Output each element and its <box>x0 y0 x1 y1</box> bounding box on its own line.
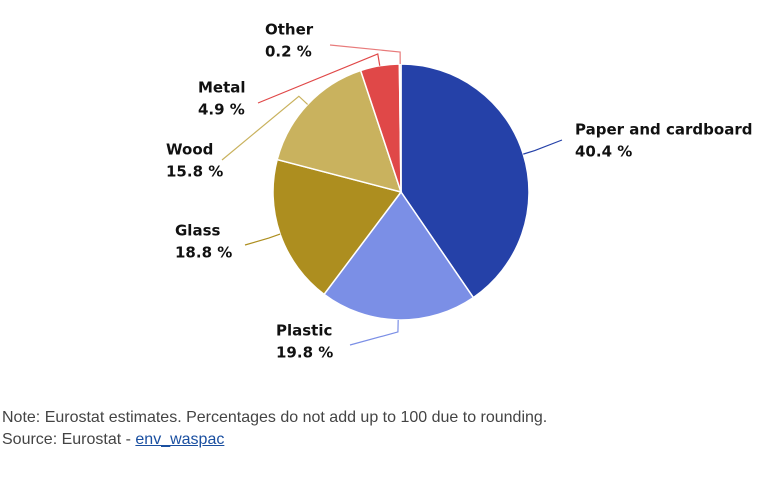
note: Note: Eurostat estimates. Percentages do… <box>2 409 548 426</box>
slice <box>400 63 530 299</box>
source-text: Source: Eurostat - <box>2 431 131 448</box>
source: Source: Eurostat - env_waspac <box>2 431 224 449</box>
connector <box>257 53 381 104</box>
connector <box>329 44 401 65</box>
slice-value: 4.9 % <box>198 101 245 119</box>
slice-value: 18.8 % <box>175 244 232 262</box>
connector <box>349 319 399 346</box>
slice-label: Glass <box>175 222 221 240</box>
slice-label: Plastic <box>276 322 332 340</box>
slice-label: Paper and cardboard <box>575 121 752 139</box>
slice-label: Other <box>265 21 314 39</box>
connector <box>221 95 309 161</box>
slice-value: 19.8 % <box>276 344 333 362</box>
slice-value: 0.2 % <box>265 43 312 61</box>
slice-value: 15.8 % <box>166 163 223 181</box>
slice <box>272 158 403 296</box>
slice-label: Metal <box>198 79 246 97</box>
source-link[interactable]: env_waspac <box>135 431 225 448</box>
connector <box>523 139 563 155</box>
chart: Paper and cardboard 40.4 % Plastic 19.8 % Gl… <box>166 21 752 362</box>
slice <box>323 190 475 321</box>
connector <box>244 233 281 246</box>
slice-value: 40.4 % <box>575 143 632 161</box>
slice-label: Wood <box>166 141 213 159</box>
